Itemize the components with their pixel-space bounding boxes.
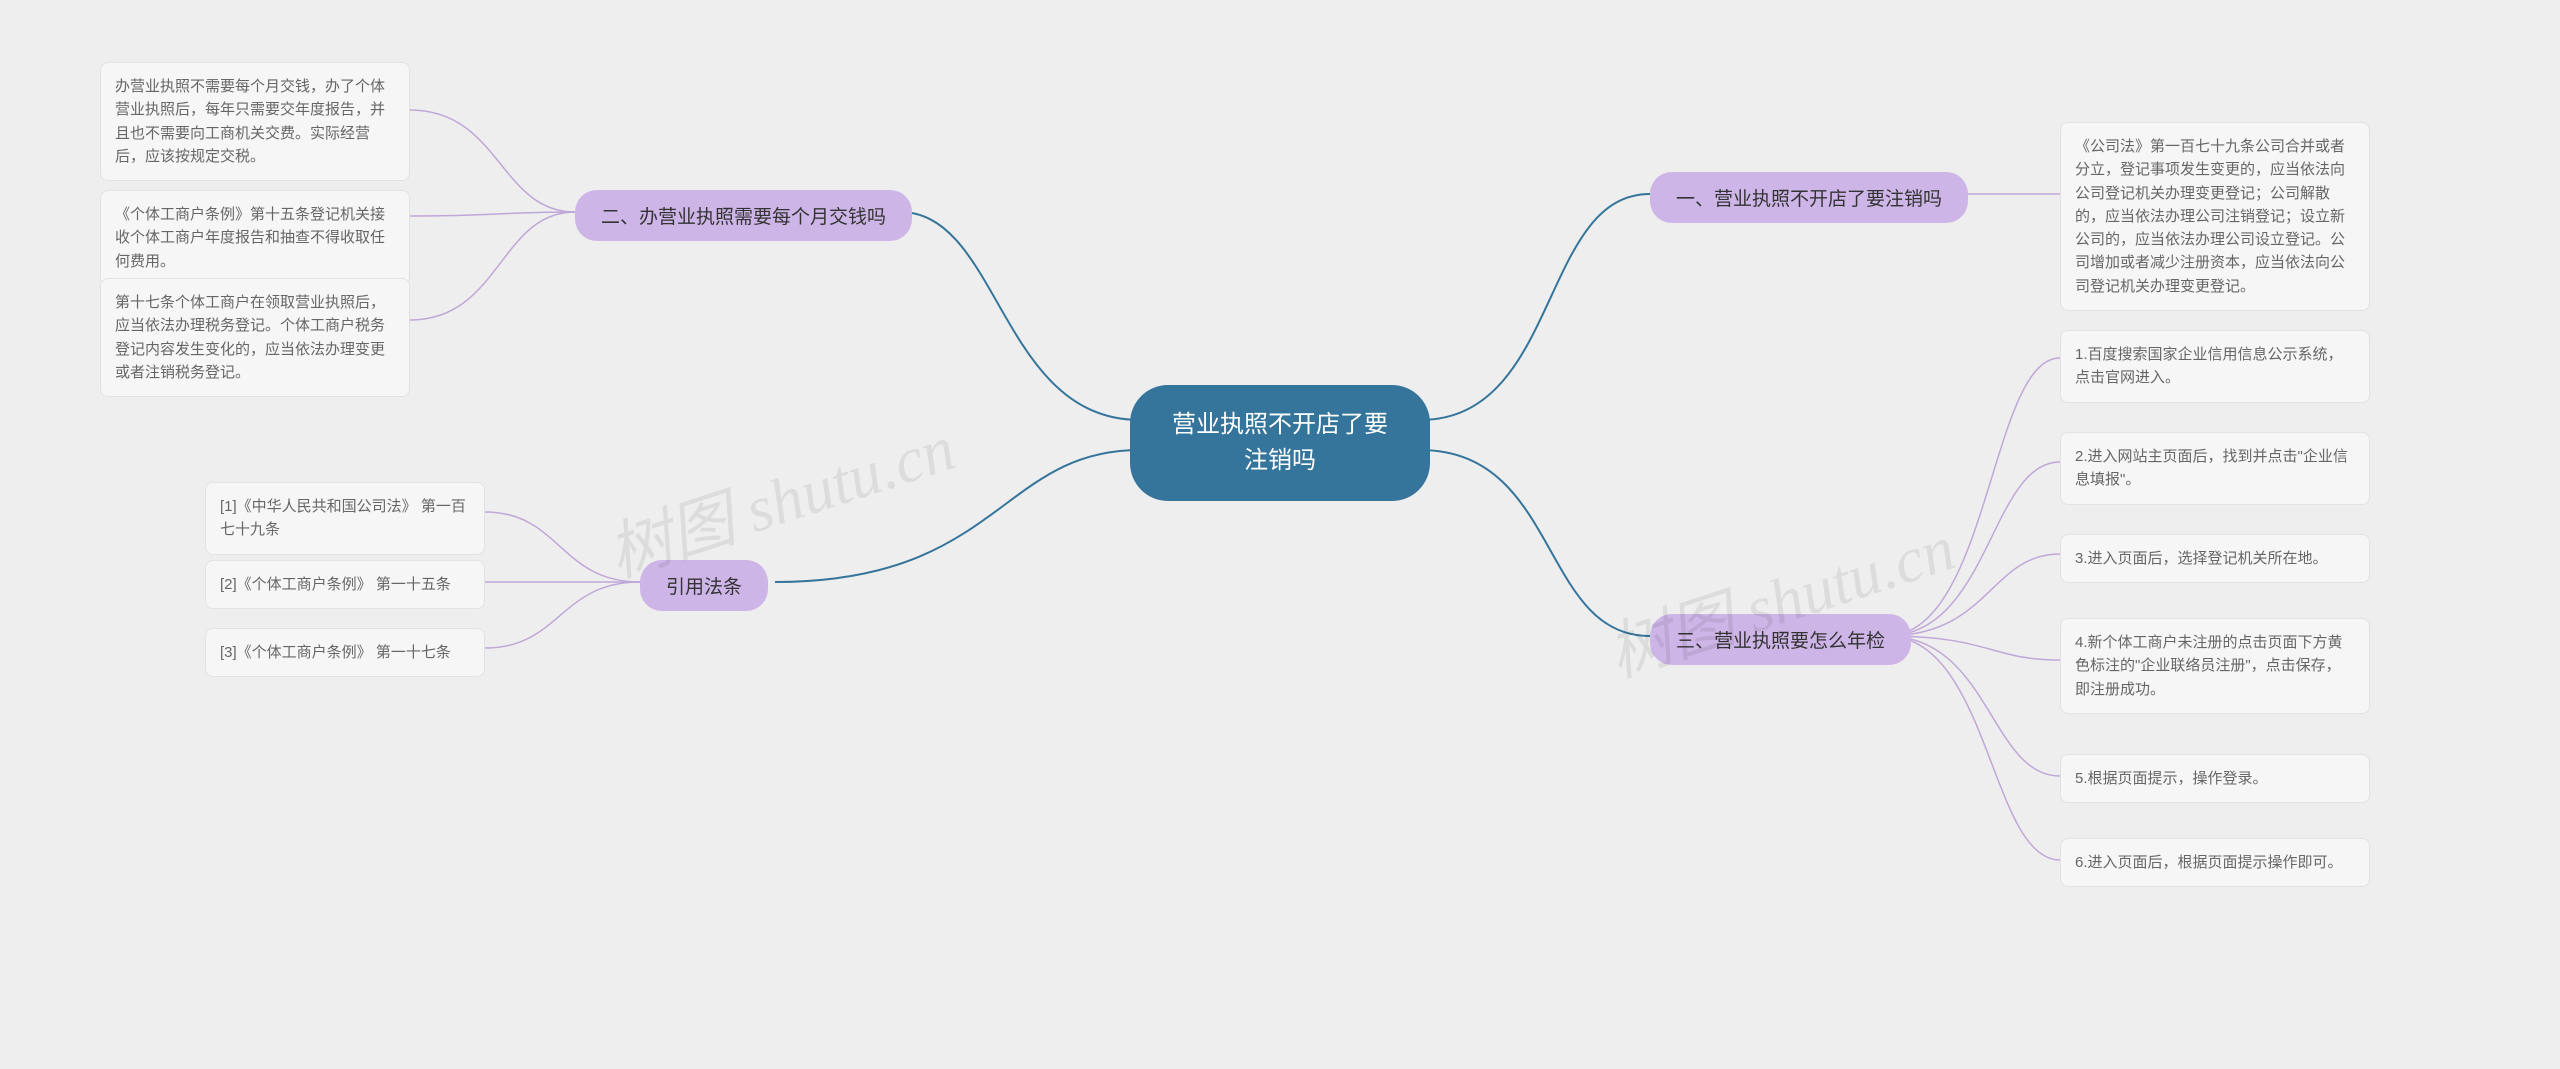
branch-l1: 二、办营业执照需要每个月交钱吗 bbox=[575, 190, 912, 241]
leaf-r2-5: 6.进入页面后，根据页面提示操作即可。 bbox=[2060, 838, 2370, 887]
leaf-r2-4: 5.根据页面提示，操作登录。 bbox=[2060, 754, 2370, 803]
leaf-l1-2: 第十七条个体工商户在领取营业执照后，应当依法办理税务登记。个体工商户税务登记内容… bbox=[100, 278, 410, 397]
branch-r1: 一、营业执照不开店了要注销吗 bbox=[1650, 172, 1968, 223]
leaf-r2-1: 2.进入网站主页面后，找到并点击"企业信息填报"。 bbox=[2060, 432, 2370, 505]
leaf-r2-2: 3.进入页面后，选择登记机关所在地。 bbox=[2060, 534, 2370, 583]
leaf-r2-3: 4.新个体工商户未注册的点击页面下方黄色标注的"企业联络员注册"，点击保存，即注… bbox=[2060, 618, 2370, 714]
leaf-l2-0: [1]《中华人民共和国公司法》 第一百七十九条 bbox=[205, 482, 485, 555]
leaf-l1-1: 《个体工商户条例》第十五条登记机关接收个体工商户年度报告和抽查不得收取任何费用。 bbox=[100, 190, 410, 286]
leaf-l1-0: 办营业执照不需要每个月交钱，办了个体营业执照后，每年只需要交年度报告，并且也不需… bbox=[100, 62, 410, 181]
leaf-r1-0: 《公司法》第一百七十九条公司合并或者分立，登记事项发生变更的，应当依法向公司登记… bbox=[2060, 122, 2370, 311]
branch-l2: 引用法条 bbox=[640, 560, 768, 611]
branch-r2: 三、营业执照要怎么年检 bbox=[1650, 614, 1911, 665]
leaf-l2-2: [3]《个体工商户条例》 第一十七条 bbox=[205, 628, 485, 677]
leaf-l2-1: [2]《个体工商户条例》 第一十五条 bbox=[205, 560, 485, 609]
leaf-r2-0: 1.百度搜索国家企业信用信息公示系统，点击官网进入。 bbox=[2060, 330, 2370, 403]
watermark-2: 树图 shutu.cn bbox=[1595, 497, 1965, 695]
center-node: 营业执照不开店了要注销吗 bbox=[1130, 385, 1430, 501]
